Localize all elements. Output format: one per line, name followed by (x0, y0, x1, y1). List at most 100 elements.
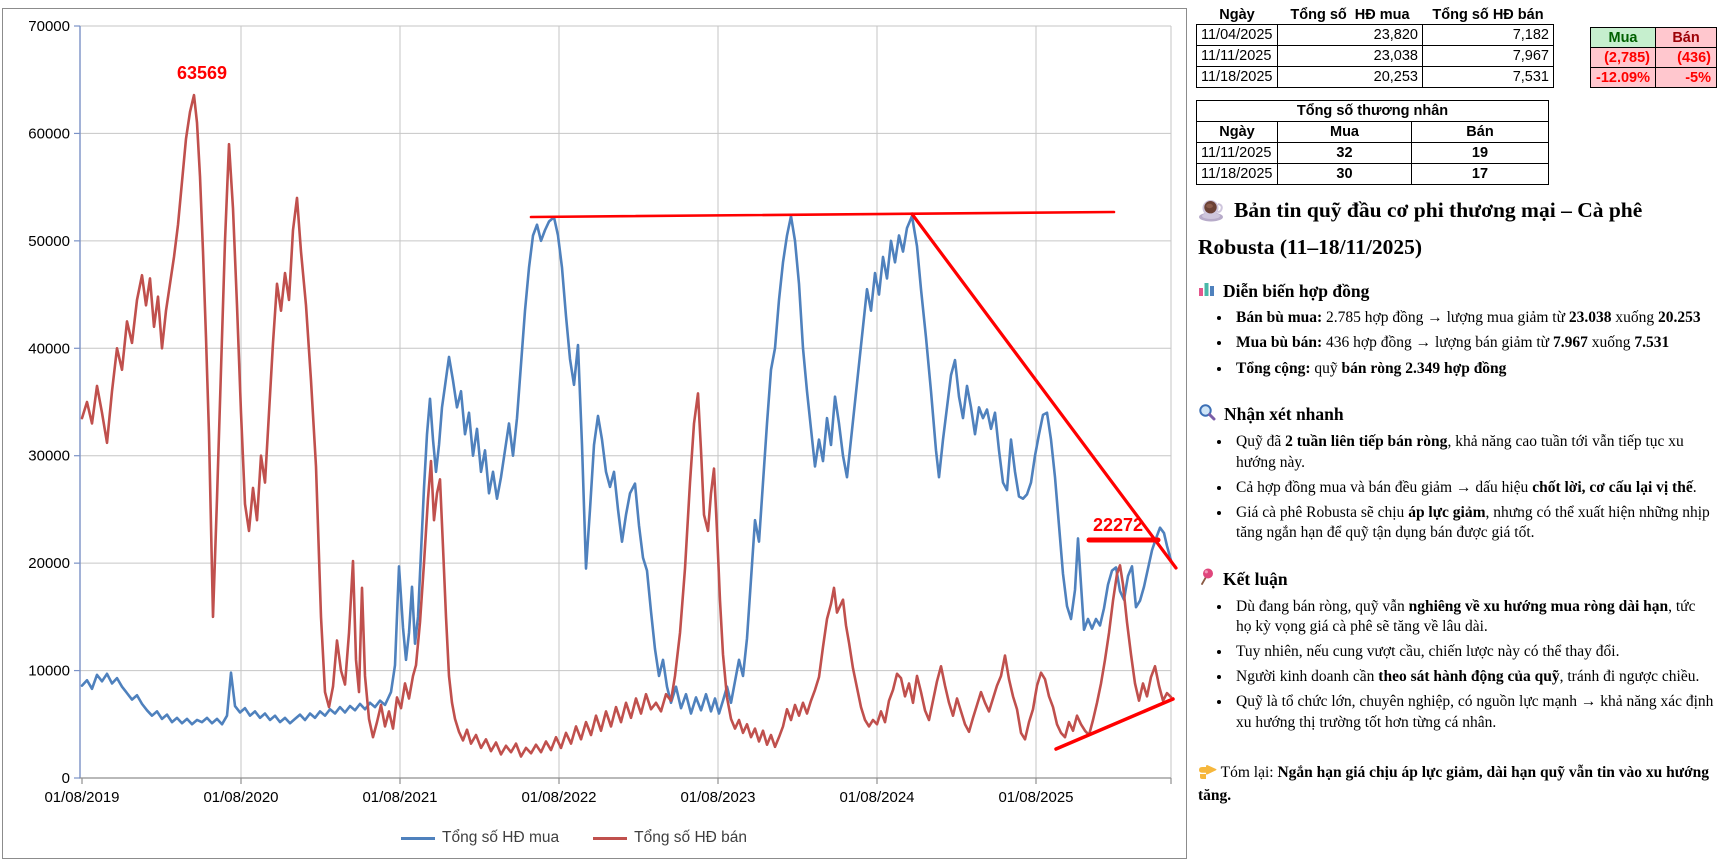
legend-label-buy: Tổng số HĐ mua (442, 829, 560, 846)
traders-header-sell: Bán (1411, 121, 1549, 143)
x-tick-label: 01/08/2019 (44, 789, 119, 806)
buy-series-line (80, 214, 1173, 726)
contracts-summary-body: 11/04/2025 23,820 7,182 11/11/2025 23,038 7,9… (1196, 24, 1554, 88)
trend-line-annotation (529, 210, 1116, 219)
report-summary-text: Tóm lại: Ngắn hạn giá chịu áp lực giảm, … (1198, 763, 1710, 804)
traders-header-date: Ngày (1196, 121, 1278, 143)
contracts-summary-table: Ngày Tổng số HĐ mua Tổng số HĐ bán 11/04… (1196, 6, 1554, 88)
table-row: 11/18/2025 30 17 (1196, 163, 1549, 185)
y-tick-label: 50000 (28, 233, 70, 250)
col-header-sell: Tổng số HĐ bán (1422, 6, 1554, 25)
sell-series-line (80, 93, 1173, 758)
cell-buy-change: (2,785) (1589, 47, 1657, 68)
legend-item-sell: Tổng số HĐ bán (593, 829, 747, 847)
table-row: 11/11/2025 23,038 7,967 (1196, 45, 1554, 67)
pointing-hand-icon (1198, 764, 1217, 786)
bullet-item: Quỹ là tổ chức lớn, chuyên nghiệp, có ng… (1232, 692, 1714, 732)
y-tick-label: 10000 (28, 663, 70, 680)
bullet-item: Tổng cộng: quỹ bán ròng 2.349 hợp đồng (1232, 359, 1714, 379)
section-heading-contracts-text: Diễn biến hợp đồng (1223, 280, 1370, 301)
contracts-bullet-list: Bán bù mua: 2.785 hợp đồng → lượng mua g… (1198, 308, 1714, 378)
chart-panel: 0 10000 20000 30000 40000 50000 60000 70000 01/0… (2, 8, 1187, 859)
magnifier-icon (1198, 403, 1216, 427)
conclusion-bullet-list: Dù đang bán ròng, quỹ vẫn nghiêng về xu … (1198, 597, 1714, 733)
cell-date: 11/11/2025 (1196, 142, 1278, 164)
cell-date: 11/04/2025 (1196, 24, 1278, 46)
y-tick-label: 0 (62, 770, 70, 787)
trend-line-annotation (1054, 697, 1175, 751)
x-tick-label: 01/08/2020 (203, 789, 278, 806)
pushpin-icon (1198, 567, 1215, 591)
cell-buy-total: 20,253 (1277, 66, 1423, 88)
traders-table: Tổng số thương nhân Ngày Mua Bán 11/11/2… (1196, 100, 1549, 185)
legend-label-sell: Tổng số HĐ bán (634, 829, 748, 846)
report-title-text: Bản tin quỹ đầu cơ phi thương mại – Cà p… (1198, 198, 1643, 260)
bullet-item: Giá cà phê Robusta sẽ chịu áp lực giảm, … (1232, 503, 1714, 543)
bullet-item: Mua bù bán: 436 hợp đồng → lượng bán giả… (1232, 333, 1714, 353)
bullet-item: Bán bù mua: 2.785 hợp đồng → lượng mua g… (1232, 308, 1714, 328)
cell-buy-traders: 32 (1277, 142, 1412, 164)
section-heading-remarks: Nhận xét nhanh (1198, 403, 1714, 427)
x-tick-label: 01/08/2021 (362, 789, 437, 806)
remarks-bullet-list: Quỹ đã 2 tuần liên tiếp bán ròng, khả nă… (1198, 432, 1714, 543)
delta-header-sell: Bán (1655, 27, 1718, 48)
weekly-change-body: (2,785) (436) -12.09% -5% (1589, 47, 1718, 88)
section-heading-conclusion-text: Kết luận (1223, 568, 1288, 589)
bullet-item: Cả hợp đồng mua và bán đều giảm → dấu hi… (1232, 478, 1714, 498)
weekly-change-table: Mua Bán (2,785) (436) -12.09% -5% (1589, 27, 1718, 88)
y-tick-label: 40000 (28, 340, 70, 357)
bullet-item: Quỹ đã 2 tuần liên tiếp bán ròng, khả nă… (1232, 432, 1714, 472)
section-heading-remarks-text: Nhận xét nhanh (1224, 404, 1344, 425)
section-heading-conclusion: Kết luận (1198, 567, 1714, 591)
y-tick-label: 60000 (28, 125, 70, 142)
traders-header-buy: Mua (1277, 121, 1412, 143)
trend-line-annotation (910, 212, 1178, 570)
cell-buy-total: 23,038 (1277, 45, 1423, 67)
cell-sell-traders: 19 (1411, 142, 1549, 164)
report-article: Bản tin quỹ đầu cơ phi thương mại – Cà p… (1198, 194, 1714, 822)
traders-table-body: 11/11/2025 32 19 11/18/2025 30 17 (1196, 142, 1549, 185)
delta-header-buy: Mua (1589, 27, 1657, 48)
report-title: Bản tin quỹ đầu cơ phi thương mại – Cà p… (1198, 194, 1714, 264)
table-row: 11/11/2025 32 19 (1196, 142, 1549, 164)
y-tick-label: 70000 (28, 18, 70, 35)
table-row: 11/04/2025 23,820 7,182 (1196, 24, 1554, 46)
cell-date: 11/18/2025 (1196, 163, 1278, 185)
bullet-item: Tuy nhiên, nếu cung vượt cầu, chiến lược… (1232, 642, 1714, 662)
buy-line-swatch (401, 836, 435, 840)
x-tick-label: 01/08/2023 (680, 789, 755, 806)
col-header-buy: Tổng số HĐ mua (1277, 6, 1423, 25)
section-heading-contracts: Diễn biến hợp đồng (1198, 280, 1714, 303)
x-tick-label: 01/08/2024 (839, 789, 914, 806)
col-header-date: Ngày (1196, 6, 1278, 25)
sell-line-swatch (593, 836, 628, 840)
cell-date: 11/18/2025 (1196, 66, 1278, 88)
cell-sell-traders: 17 (1411, 163, 1549, 185)
x-tick-label: 01/08/2022 (521, 789, 596, 806)
bullet-item: Dù đang bán ròng, quỹ vẫn nghiêng về xu … (1232, 597, 1714, 637)
coffee-icon (1198, 198, 1226, 231)
value-annotation-label: 22272 (1093, 515, 1143, 535)
cell-date: 11/11/2025 (1196, 45, 1278, 67)
cell-buy-change: -12.09% (1589, 67, 1657, 88)
legend-item-buy: Tổng số HĐ mua (401, 829, 559, 847)
bar-chart-icon (1198, 280, 1215, 303)
bullet-item: Người kinh doanh cần theo sát hành động … (1232, 667, 1714, 687)
table-row: -12.09% -5% (1589, 67, 1718, 88)
value-annotation-label: 63569 (177, 63, 227, 83)
y-tick-label: 20000 (28, 555, 70, 572)
traders-table-title: Tổng số thương nhân (1196, 100, 1549, 122)
chart-svg: 0 10000 20000 30000 40000 50000 60000 70000 01/0… (28, 18, 1178, 806)
cell-buy-total: 23,820 (1277, 24, 1423, 46)
cell-sell-total: 7,182 (1422, 24, 1554, 46)
table-row: 11/18/2025 20,253 7,531 (1196, 66, 1554, 88)
chart-legend: Tổng số HĐ mua Tổng số HĐ bán (401, 829, 747, 847)
cell-sell-change: (436) (1655, 47, 1718, 68)
cell-buy-traders: 30 (1277, 163, 1412, 185)
y-tick-label: 30000 (28, 448, 70, 465)
cell-sell-total: 7,531 (1422, 66, 1554, 88)
cell-sell-total: 7,967 (1422, 45, 1554, 67)
x-tick-label: 01/08/2025 (998, 789, 1073, 806)
report-summary: Tóm lại: Ngắn hạn giá chịu áp lực giảm, … (1198, 763, 1714, 806)
cell-sell-change: -5% (1655, 67, 1718, 88)
